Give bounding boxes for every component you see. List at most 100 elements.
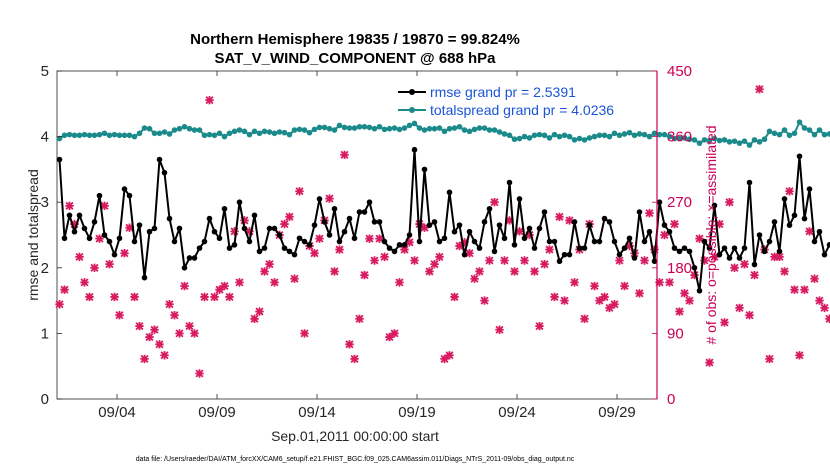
- totalspread-point: [196, 127, 203, 133]
- rmse-point: [711, 202, 718, 209]
- legend: rmse grand pr = 2.5391 totalspread grand…: [398, 84, 614, 118]
- rmse-point: [276, 232, 283, 238]
- totalspread-point: [101, 130, 108, 137]
- obs-count-marker: [420, 223, 429, 232]
- obs-count-marker: [395, 278, 404, 287]
- rmse-point: [816, 228, 823, 235]
- rmse-series: [56, 146, 830, 294]
- obs-count-marker: [770, 252, 779, 262]
- totalspread-point: [371, 125, 378, 132]
- obs-count-marker: [815, 296, 824, 305]
- obs-count-marker: [825, 314, 830, 324]
- totalspread-point: [316, 124, 323, 131]
- obs-count-marker: [795, 351, 804, 360]
- obs-count-marker: [265, 259, 274, 269]
- obs-count-marker: [290, 274, 299, 283]
- rmse-point: [741, 245, 748, 251]
- obs-count-marker: [140, 354, 149, 364]
- obs-count-marker: [450, 292, 459, 302]
- rmse-point: [376, 219, 383, 225]
- rmse-point: [571, 219, 578, 225]
- legend-spread-marker: [409, 107, 415, 113]
- rmse-point: [801, 215, 808, 222]
- rmse-point: [466, 228, 473, 235]
- rmse-point: [541, 209, 548, 215]
- rmse-point: [456, 222, 463, 228]
- totalspread-point: [321, 124, 328, 131]
- y-right-tick-label: 180: [667, 260, 692, 277]
- obs-count-marker: [90, 263, 99, 272]
- rmse-point: [781, 196, 788, 202]
- x-axis-label: Sep.01,2011 00:00:00 start: [271, 428, 439, 444]
- obs-count-marker: [665, 278, 674, 287]
- rmse-point: [56, 156, 63, 163]
- obs-count-marker: [745, 310, 754, 320]
- totalspread-point: [211, 132, 218, 139]
- rmse-point: [701, 238, 708, 245]
- rmse-point: [131, 238, 138, 245]
- obs-count-marker: [505, 216, 514, 225]
- rmse-point: [331, 205, 338, 212]
- totalspread-point: [126, 132, 133, 139]
- totalspread-point: [76, 132, 83, 139]
- totalspread-point: [561, 132, 568, 139]
- totalspread-point: [356, 123, 363, 130]
- rmse-point: [786, 222, 793, 228]
- totalspread-point: [671, 135, 678, 142]
- rmse-point: [756, 232, 763, 238]
- obs-count-marker: [670, 219, 679, 229]
- totalspread-point: [456, 123, 463, 130]
- obs-count-marker: [545, 245, 554, 254]
- obs-count-marker: [560, 296, 569, 305]
- totalspread-point: [616, 132, 623, 139]
- obs-count-marker: [755, 85, 764, 94]
- rmse-point: [521, 235, 528, 242]
- rmse-point: [406, 232, 413, 238]
- totalspread-point: [501, 131, 508, 137]
- totalspread-point: [446, 125, 453, 132]
- totalspread-point: [566, 133, 573, 140]
- rmse-point: [791, 212, 798, 219]
- obs-count-marker: [145, 332, 154, 342]
- obs-count-marker: [660, 230, 669, 240]
- rmse-point: [736, 255, 743, 261]
- obs-count-marker: [740, 259, 749, 269]
- totalspread-point: [691, 137, 698, 143]
- totalspread-point: [606, 133, 613, 140]
- obs-count-marker: [435, 252, 444, 262]
- rmse-point: [126, 192, 133, 199]
- obs-count-marker: [240, 216, 249, 225]
- obs-count-marker: [300, 329, 309, 338]
- x-tick-label: 09/19: [398, 404, 436, 421]
- totalspread-point: [591, 133, 598, 140]
- rmse-point: [506, 179, 513, 186]
- totalspread-point: [726, 139, 733, 145]
- rmse-point: [461, 251, 468, 258]
- obs-count-series: [55, 85, 830, 378]
- obs-count-marker: [295, 187, 304, 196]
- y-right-tick-label: 90: [667, 325, 684, 342]
- rmse-point: [256, 248, 263, 255]
- rmse-point: [826, 242, 830, 248]
- obs-count-marker: [460, 238, 469, 247]
- totalspread-point: [331, 127, 338, 133]
- rmse-point: [531, 245, 538, 251]
- rmse-point: [631, 255, 638, 261]
- totalspread-point: [576, 135, 583, 142]
- rmse-point: [301, 238, 308, 245]
- obs-count-marker: [790, 285, 799, 294]
- totalspread-point: [711, 135, 718, 142]
- totalspread-point: [441, 128, 448, 135]
- obs-count-marker: [155, 340, 164, 349]
- obs-count-marker: [335, 245, 344, 254]
- rmse-point: [431, 219, 438, 225]
- obs-count-marker: [640, 256, 649, 265]
- totalspread-point: [466, 128, 473, 135]
- obs-count-marker: [675, 307, 684, 316]
- rmse-point: [416, 238, 423, 245]
- totalspread-point: [706, 137, 713, 144]
- obs-count-marker: [225, 292, 234, 302]
- rmse-point: [411, 146, 418, 153]
- rmse-point: [696, 287, 703, 294]
